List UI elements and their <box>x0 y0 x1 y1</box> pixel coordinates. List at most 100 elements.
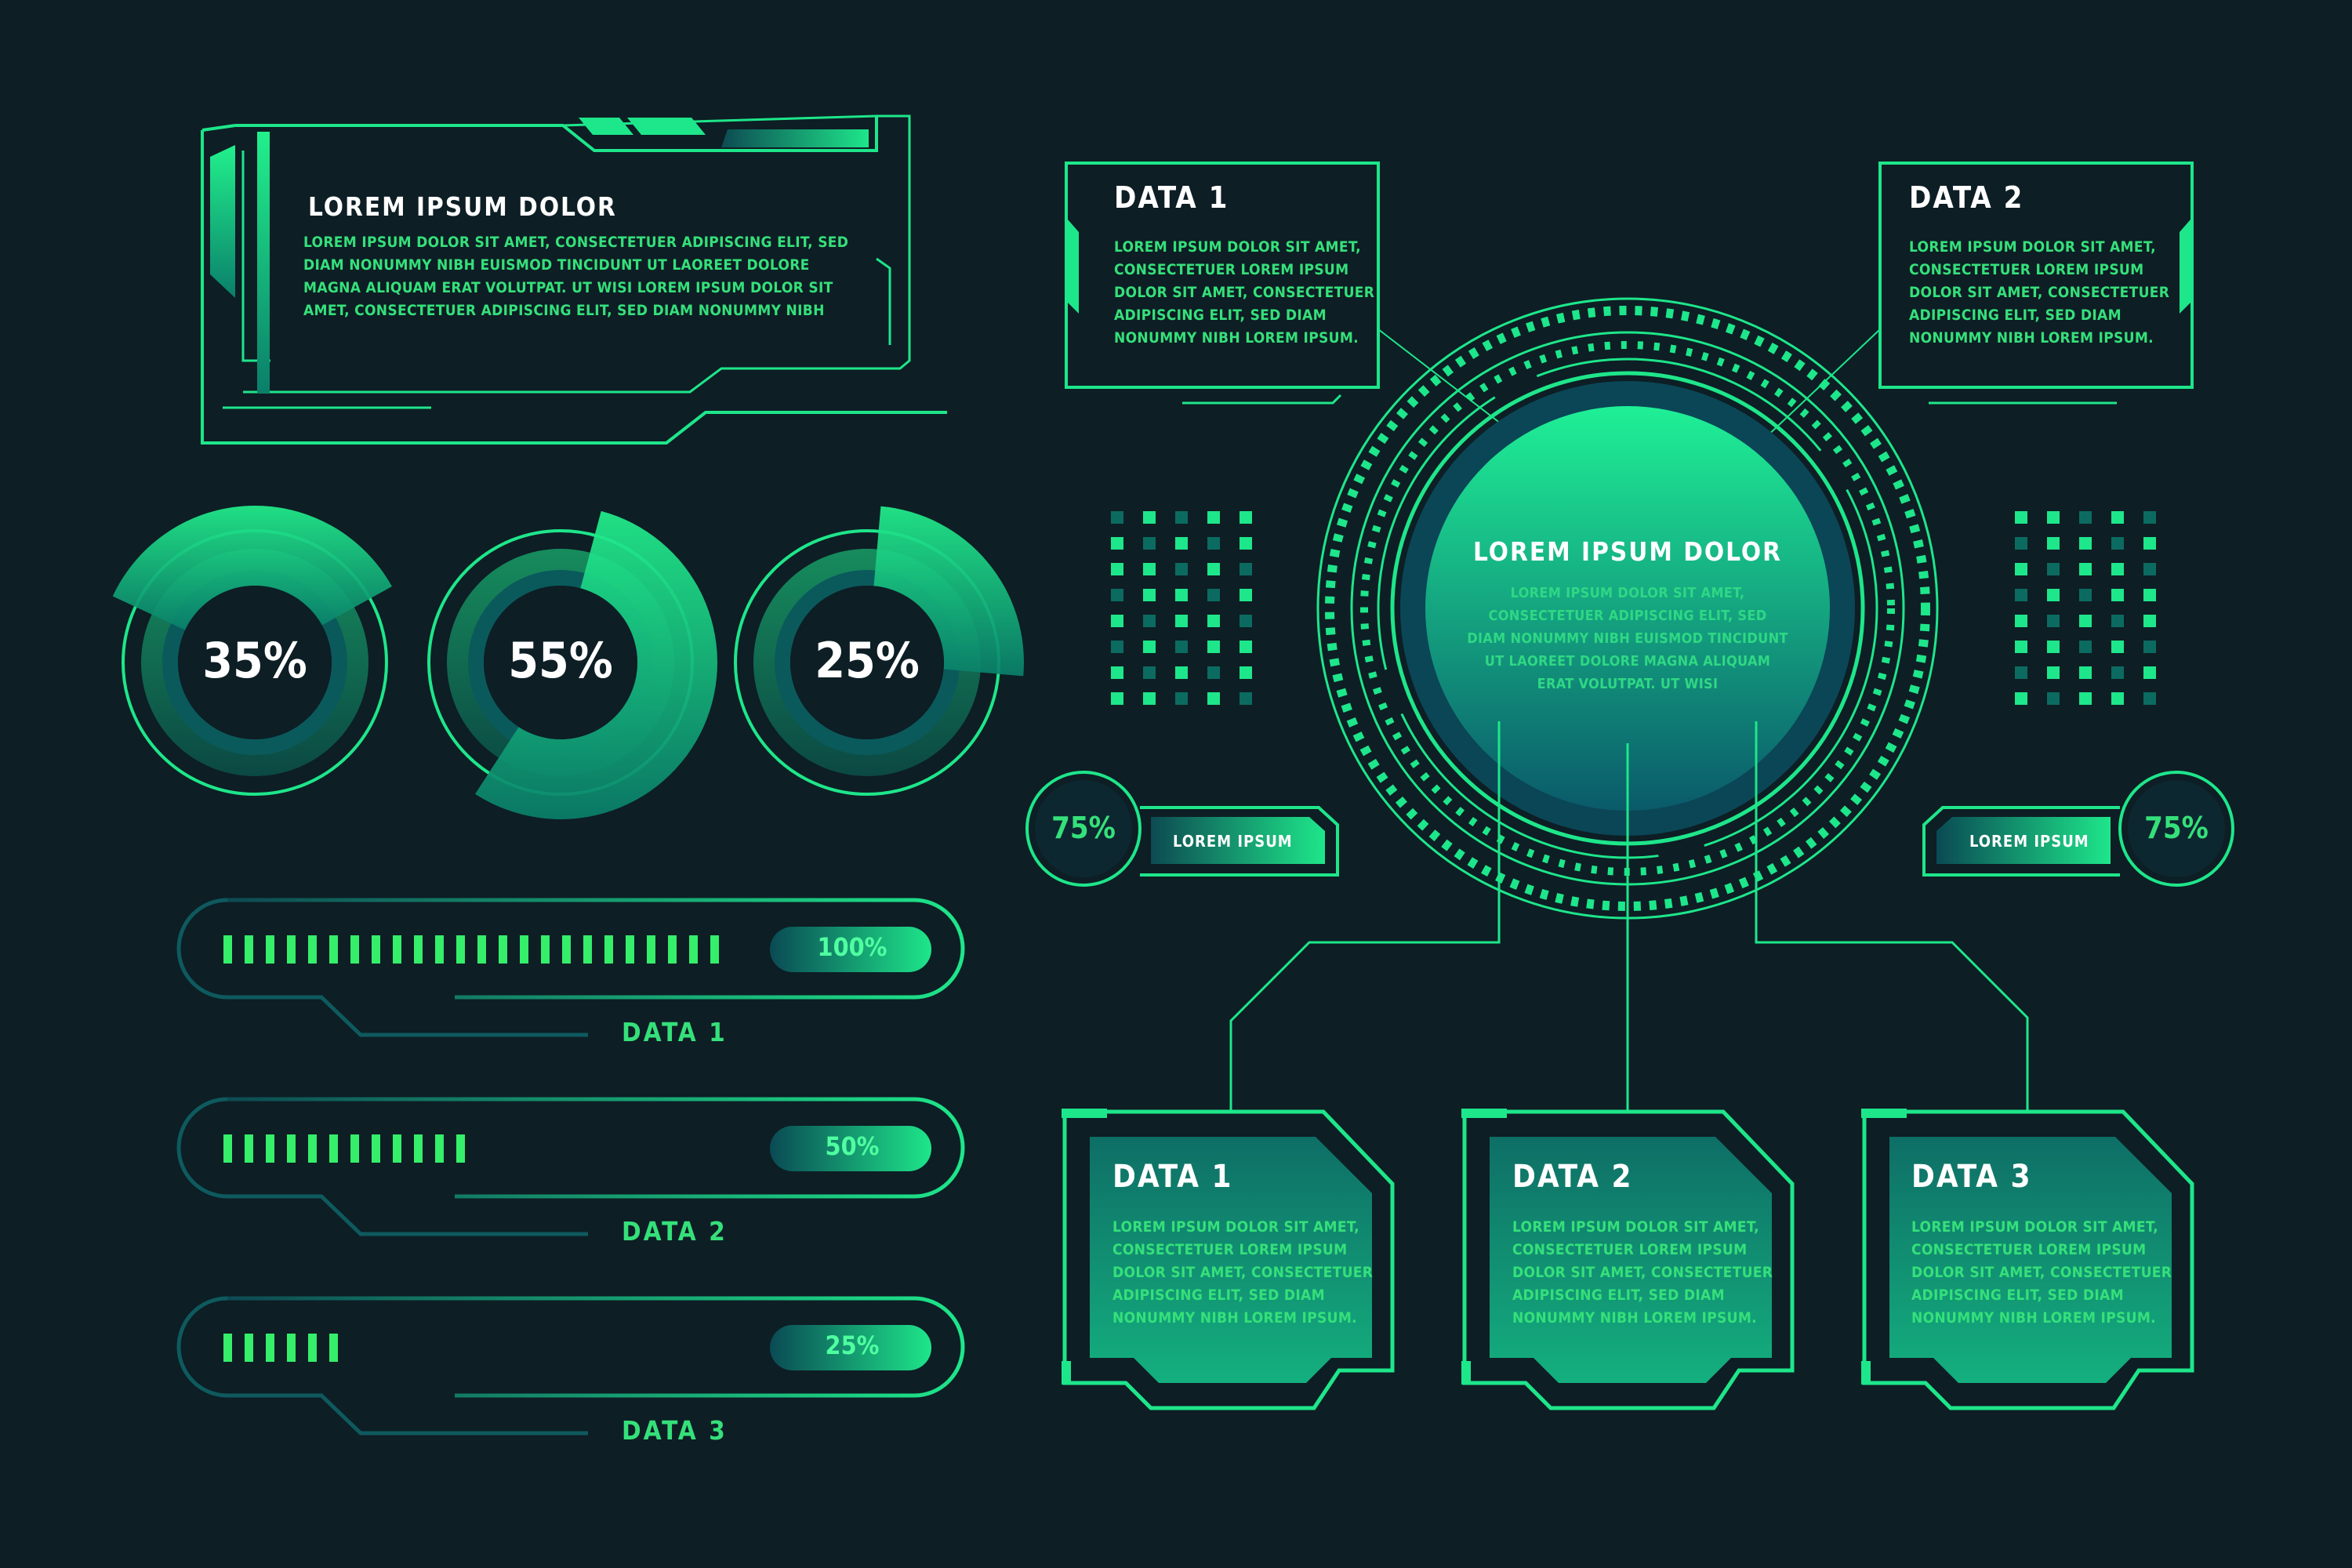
card-corner-accent <box>1861 1109 1907 1118</box>
matrix-dot <box>1143 615 1156 627</box>
bar-tick <box>350 1134 359 1163</box>
callout-1-title: DATA 1 <box>1114 180 1229 215</box>
card-corner-accent <box>1062 1109 1107 1118</box>
bar-tick <box>435 1134 444 1163</box>
bar-tick <box>245 1334 253 1362</box>
donut-value-arc <box>475 510 717 819</box>
matrix-dot <box>2047 641 2060 653</box>
bar-tick <box>456 1134 465 1163</box>
matrix-dot <box>2111 666 2124 679</box>
hub-title: LOREM IPSUM DOLOR <box>1473 536 1782 567</box>
top-panel-accents <box>210 118 869 393</box>
side-badge-left <box>1025 771 1339 887</box>
matrix-dot <box>2111 589 2124 601</box>
donut-3 <box>734 506 1024 796</box>
matrix-dot <box>1240 615 1252 627</box>
side-badge-left-label: LOREM IPSUM <box>1173 832 1293 851</box>
bar-tick <box>520 935 528 964</box>
matrix-dot <box>1143 641 1156 653</box>
matrix-dot <box>2143 563 2156 575</box>
card-corner-accent <box>1461 1361 1471 1385</box>
matrix-dot <box>1240 537 1252 550</box>
bar-2-label: DATA 2 <box>622 1216 728 1247</box>
card-fill <box>1490 1137 1772 1383</box>
matrix-dot <box>1240 511 1252 524</box>
card-1-shape <box>1062 1109 1395 1410</box>
card-1-body: LOREM IPSUM DOLOR SIT AMET, CONSECTETUER… <box>1112 1218 1374 1327</box>
matrix-dot <box>1240 666 1252 679</box>
bar-tick <box>329 1334 338 1362</box>
matrix-dot <box>2079 666 2092 679</box>
matrix-dot <box>1175 615 1188 627</box>
callout-data-2-accent <box>2180 220 2190 314</box>
matrix-dot <box>2047 511 2060 524</box>
bar-track-outline <box>227 1097 965 1199</box>
bar-tick <box>329 1134 338 1163</box>
bar-tick <box>308 1334 317 1362</box>
matrix-dot <box>1207 615 1220 627</box>
matrix-dot <box>2079 511 2092 524</box>
bar-tick <box>308 1134 317 1163</box>
matrix-dot <box>1143 589 1156 601</box>
card-frame <box>1062 1109 1395 1410</box>
donut-group <box>112 506 1024 819</box>
matrix-dot <box>2143 666 2156 679</box>
bar-track-outline <box>227 898 965 1000</box>
matrix-dot <box>2079 537 2092 550</box>
bar-tick <box>308 935 317 964</box>
matrix-dot <box>2079 563 2092 575</box>
bar-tick <box>583 935 592 964</box>
matrix-dot <box>1143 511 1156 524</box>
bar-percent-pill <box>770 927 931 972</box>
callout-1-body: LOREM IPSUM DOLOR SIT AMET, CONSECTETUER… <box>1114 238 1375 347</box>
bar-tick <box>223 935 232 964</box>
matrix-dot <box>2143 537 2156 550</box>
bar-tick <box>626 935 634 964</box>
matrix-dot <box>2047 666 2060 679</box>
card-frame <box>1862 1109 2194 1410</box>
bar-percent-pill <box>770 1126 931 1171</box>
matrix-dot <box>1143 692 1156 705</box>
side-badge-left-percent: 75% <box>1051 811 1116 845</box>
donut-center <box>178 586 332 739</box>
bar-3-label: DATA 3 <box>622 1415 728 1446</box>
matrix-dot <box>1111 589 1123 601</box>
bar-2-percent: 50% <box>825 1131 880 1161</box>
side-badge-right <box>1922 771 2234 887</box>
matrix-dot <box>1207 511 1220 524</box>
card-3-body: LOREM IPSUM DOLOR SIT AMET, CONSECTETUER… <box>1911 1218 2172 1327</box>
card-group <box>1062 1109 2194 1410</box>
top-panel-title: LOREM IPSUM DOLOR <box>308 191 617 222</box>
donut-value-arc <box>873 506 1024 677</box>
matrix-dot <box>2047 589 2060 601</box>
matrix-dot <box>1175 589 1188 601</box>
card-fill <box>1090 1137 1372 1383</box>
bar-tick <box>414 935 423 964</box>
bar-tick <box>266 1334 274 1362</box>
dot-matrix-right <box>2015 511 2156 705</box>
matrix-dot <box>2143 511 2156 524</box>
matrix-dot <box>2143 615 2156 627</box>
matrix-dot <box>2111 511 2124 524</box>
dot-matrix-left <box>1111 511 1252 705</box>
bar-tick <box>647 935 655 964</box>
card-frame <box>1462 1109 1795 1410</box>
card-2-shape <box>1461 1109 1795 1410</box>
bar-leader <box>176 1296 588 1436</box>
bar-3-percent: 25% <box>825 1330 880 1360</box>
top-panel-frame <box>201 114 947 445</box>
matrix-dot <box>2015 537 2027 550</box>
bar-1-label: DATA 1 <box>622 1017 728 1047</box>
matrix-dot <box>1175 666 1188 679</box>
bar-1-percent: 100% <box>817 932 887 962</box>
matrix-dot <box>1207 692 1220 705</box>
matrix-dot <box>1143 537 1156 550</box>
donut-center <box>790 586 944 739</box>
matrix-dot <box>2015 563 2027 575</box>
bar-tick <box>541 935 550 964</box>
bar-tick <box>287 1134 296 1163</box>
callout-2-body: LOREM IPSUM DOLOR SIT AMET, CONSECTETUER… <box>1909 238 2170 347</box>
matrix-dot <box>1111 563 1123 575</box>
bar-tick <box>245 935 253 964</box>
matrix-dot <box>1175 537 1188 550</box>
